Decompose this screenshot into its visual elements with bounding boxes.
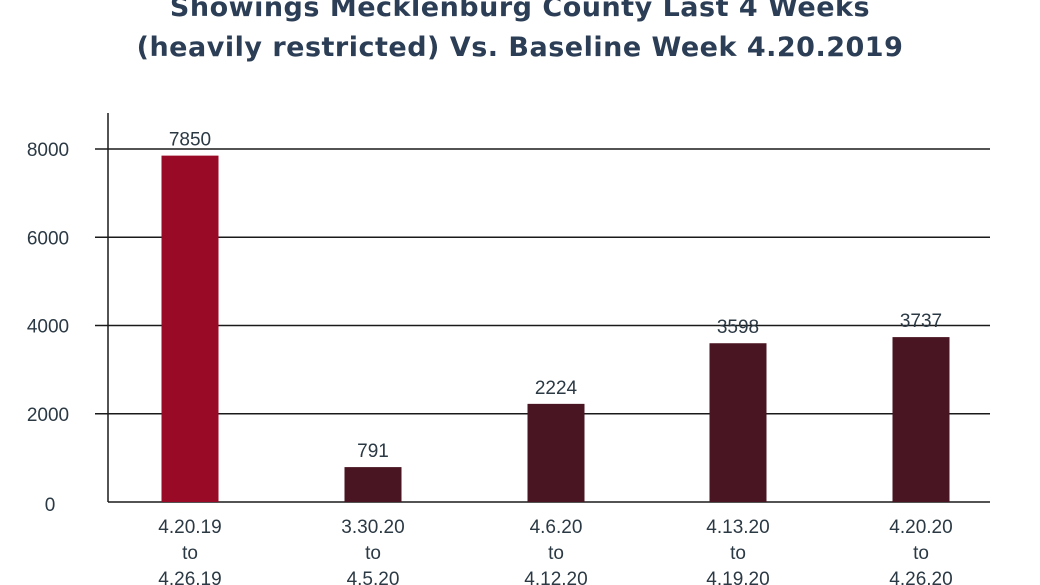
category-label-0-line-0: 4.20.19	[158, 517, 221, 538]
y-tick-label: 6000	[27, 228, 69, 249]
bars	[161, 155, 950, 502]
chart-title-line-1: Showings Mecklenburg County Last 4 Weeks	[169, 0, 871, 23]
category-label-1-line-0: 3.30.20	[341, 517, 404, 538]
category-label-1-line-2: 4.5.20	[347, 569, 400, 585]
y-tick-label: 8000	[27, 140, 69, 161]
bar-0	[161, 155, 219, 502]
data-label-2: 2224	[535, 378, 578, 399]
category-label-4-line-2: 4.26.20	[889, 569, 952, 585]
axes: 0 2000 4000 6000 8000	[27, 113, 109, 516]
category-label-0-line-1: to	[182, 543, 198, 564]
bar-3	[709, 343, 767, 502]
y-tick-label: 0	[45, 495, 56, 516]
data-label-0: 7850	[169, 130, 211, 151]
category-label-3-line-2: 4.19.20	[706, 569, 769, 585]
category-label-0-line-2: 4.26.19	[158, 569, 221, 585]
category-labels: 4.20.19 to 4.26.19 3.30.20 to 4.5.20 4.6.20 to 4…	[158, 517, 952, 585]
category-label-2-line-1: to	[548, 543, 564, 564]
data-label-3: 3598	[717, 317, 759, 338]
data-label-1: 791	[357, 441, 389, 462]
category-label-4-line-0: 4.20.20	[889, 517, 952, 538]
category-label-3-line-1: to	[730, 543, 746, 564]
bar-4	[892, 337, 950, 502]
category-label-2-line-2: 4.12.20	[524, 569, 587, 585]
y-tick-label: 4000	[27, 317, 69, 338]
bar-1	[344, 467, 402, 502]
bar-2	[527, 403, 585, 502]
category-label-2-line-0: 4.6.20	[530, 517, 583, 538]
data-label-4: 3737	[900, 311, 942, 332]
category-label-1-line-1: to	[365, 543, 381, 564]
y-tick-label: 2000	[27, 405, 69, 426]
category-label-4-line-1: to	[913, 543, 929, 564]
chart-title: Showings Mecklenburg County Last 4 Weeks…	[0, 0, 1040, 68]
category-label-3-line-0: 4.13.20	[706, 517, 769, 538]
data-labels: 7850 791 2224 3598 3737	[169, 130, 942, 462]
chart-title-line-2: (heavily restricted) Vs. Baseline Week 4…	[136, 32, 904, 63]
